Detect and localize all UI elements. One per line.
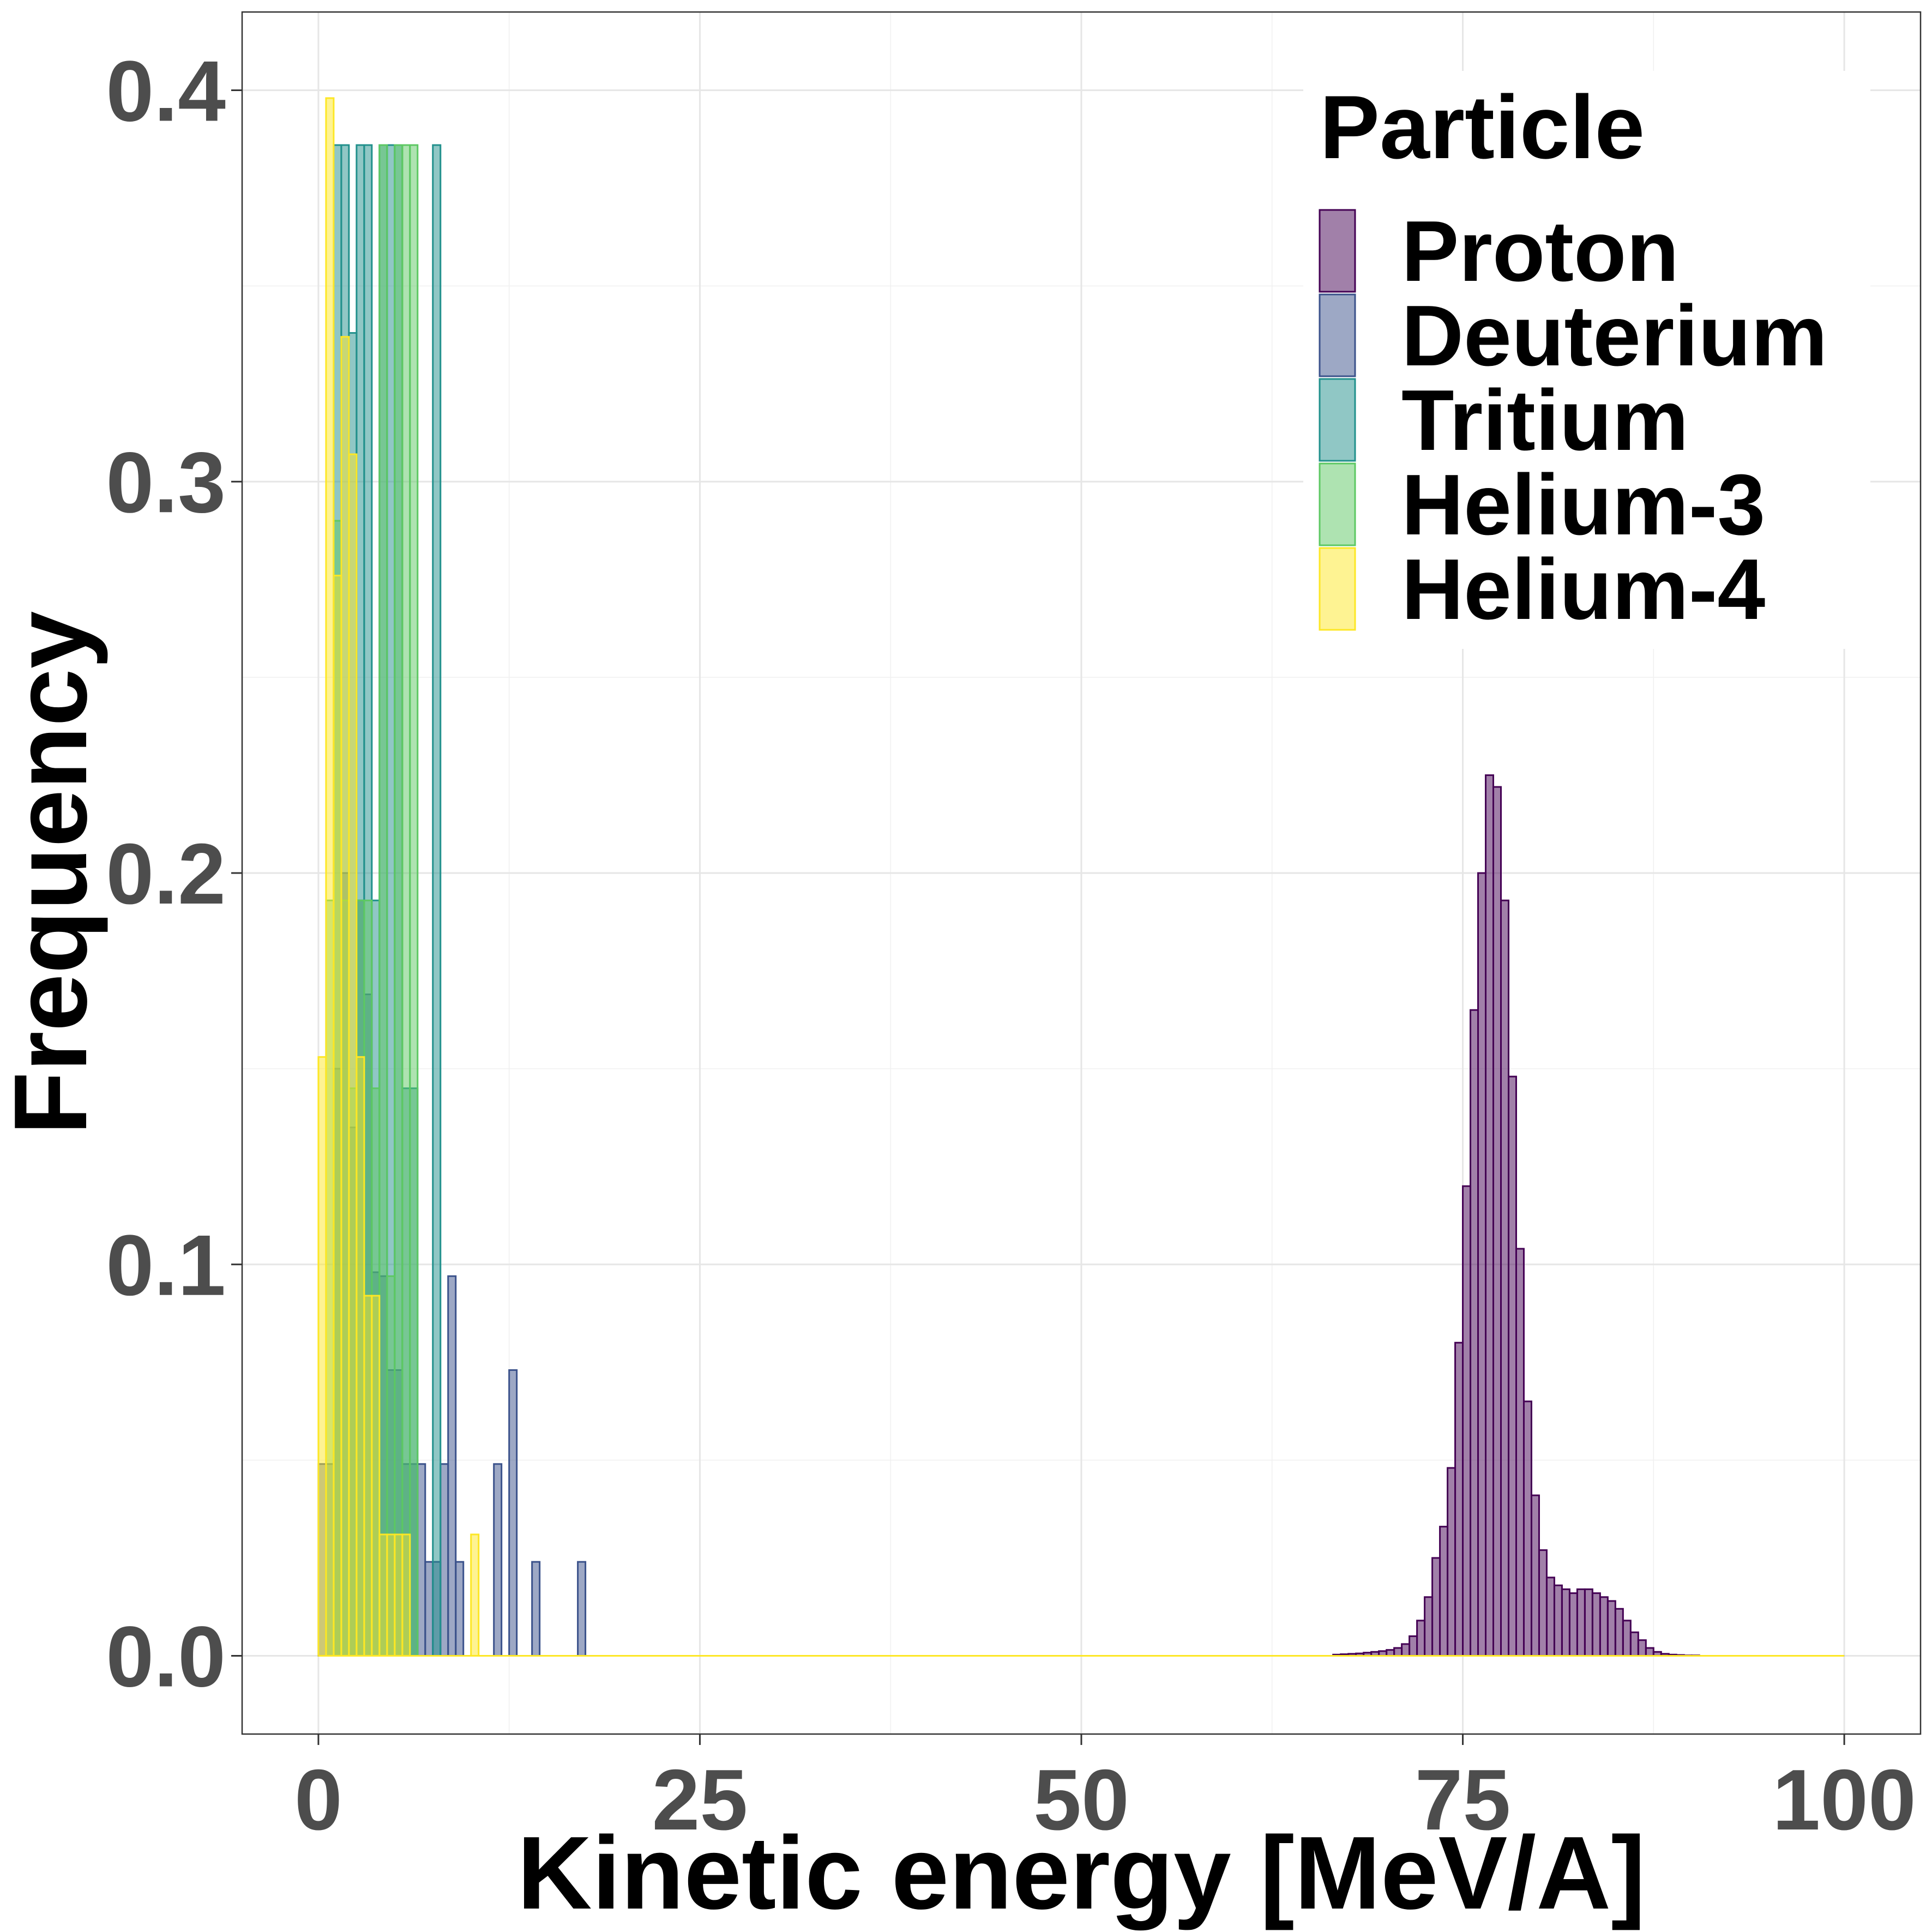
bar-helium-4 xyxy=(470,1533,480,1657)
legend-label: Tritium xyxy=(1401,372,1689,468)
legend-background xyxy=(1303,71,1870,649)
bar-proton xyxy=(1424,1596,1434,1657)
legend-item-helium-3: Helium-3 xyxy=(1319,457,1765,553)
legend-label: Proton xyxy=(1401,203,1679,299)
bar-helium-3 xyxy=(378,144,388,1657)
bar-tritium xyxy=(432,144,442,1657)
bar-helium-4 xyxy=(317,1056,327,1657)
bar-helium-4 xyxy=(378,1533,388,1657)
bar-proton xyxy=(1606,1600,1616,1657)
y-axis: 0.0 0.1 0.2 0.3 0.4 xyxy=(106,44,242,1705)
bar-proton xyxy=(1492,786,1502,1657)
bar-deuterium xyxy=(440,1463,449,1657)
bar-helium-4 xyxy=(333,575,342,1657)
bar-proton xyxy=(1507,1075,1517,1657)
bar-helium-4 xyxy=(325,97,335,1657)
bar-proton xyxy=(1545,1576,1555,1657)
bar-proton xyxy=(1622,1620,1632,1657)
bar-proton xyxy=(1614,1608,1624,1657)
histogram-bars xyxy=(317,97,1700,1657)
x-axis: 0 25 50 75 100 xyxy=(294,1734,1916,1848)
bar-deuterium xyxy=(455,1561,465,1657)
bar-helium-4 xyxy=(340,336,350,1657)
bar-helium-4 xyxy=(401,1533,411,1657)
bar-helium-3 xyxy=(409,144,419,1657)
y-tick-label: 0.4 xyxy=(106,44,226,140)
y-axis-title: Frequency xyxy=(0,611,109,1135)
x-tick-label: 100 xyxy=(1772,1752,1916,1848)
y-tick-label: 0.2 xyxy=(106,826,226,922)
y-tick-label: 0.0 xyxy=(106,1609,226,1705)
bar-deuterium xyxy=(447,1275,457,1657)
x-tick-label: 25 xyxy=(652,1752,748,1848)
bar-proton xyxy=(1477,872,1487,1657)
bar-proton xyxy=(1515,1248,1525,1657)
bar-proton xyxy=(1416,1620,1426,1657)
bar-proton xyxy=(1561,1588,1570,1657)
bar-helium-4 xyxy=(394,1533,404,1657)
bar-helium-4 xyxy=(371,1295,381,1657)
bar-deuterium xyxy=(493,1463,503,1657)
bar-proton xyxy=(1401,1643,1411,1657)
bar-proton xyxy=(1645,1647,1654,1657)
bar-proton xyxy=(1431,1557,1441,1657)
bar-proton xyxy=(1386,1649,1395,1657)
bar-deuterium xyxy=(417,1463,426,1657)
bar-proton xyxy=(1500,899,1509,1657)
bar-proton xyxy=(1599,1596,1609,1657)
bar-helium-4 xyxy=(386,1533,396,1657)
bar-proton xyxy=(1393,1647,1403,1657)
legend-key xyxy=(1319,293,1356,377)
bar-helium-3 xyxy=(401,144,411,1657)
bar-deuterium xyxy=(424,1561,434,1657)
bar-proton xyxy=(1447,1467,1456,1657)
legend-item-helium-4: Helium-4 xyxy=(1319,541,1765,637)
bar-proton xyxy=(1576,1588,1586,1657)
x-tick-label: 0 xyxy=(294,1752,342,1848)
legend-key xyxy=(1319,378,1356,462)
bar-proton xyxy=(1584,1588,1593,1657)
y-tick-label: 0.1 xyxy=(106,1218,226,1314)
bar-proton xyxy=(1439,1526,1449,1657)
bar-proton xyxy=(1591,1592,1601,1657)
legend: Particle ProtonDeuteriumTritiumHelium-3H… xyxy=(1303,71,1870,649)
legend-label: Helium-3 xyxy=(1401,457,1765,553)
legend-item-deuterium: Deuterium xyxy=(1319,288,1827,384)
bar-proton xyxy=(1530,1494,1540,1657)
bar-proton xyxy=(1485,774,1495,1657)
bar-deuterium xyxy=(577,1561,587,1657)
x-axis-title: Kinetic energy [MeV/A] xyxy=(517,1815,1645,1931)
x-tick-label: 50 xyxy=(1033,1752,1129,1848)
y-tick-label: 0.3 xyxy=(106,435,226,531)
bar-proton xyxy=(1522,1400,1532,1657)
bar-proton xyxy=(1538,1549,1548,1657)
legend-key xyxy=(1319,462,1356,546)
bar-helium-4 xyxy=(348,453,358,1657)
bar-proton xyxy=(1629,1631,1639,1657)
bar-proton xyxy=(1568,1592,1578,1657)
bar-proton xyxy=(1470,1009,1479,1657)
bar-helium-4 xyxy=(356,1056,365,1657)
bar-deuterium xyxy=(531,1561,541,1657)
bar-proton xyxy=(1454,1341,1464,1657)
bar-proton xyxy=(1462,1185,1472,1657)
bar-proton xyxy=(1553,1584,1563,1657)
bar-helium-4 xyxy=(363,1295,373,1657)
bar-helium-3 xyxy=(394,144,404,1657)
x-tick-label: 75 xyxy=(1415,1752,1511,1848)
legend-item-proton: Proton xyxy=(1319,203,1679,299)
legend-key xyxy=(1319,547,1356,631)
legend-key xyxy=(1319,209,1356,293)
legend-title: Particle xyxy=(1320,77,1645,177)
legend-item-tritium: Tritium xyxy=(1319,372,1689,468)
bar-deuterium xyxy=(508,1369,518,1657)
legend-label: Helium-4 xyxy=(1401,541,1765,637)
bar-proton xyxy=(1637,1639,1647,1657)
bar-proton xyxy=(1409,1635,1418,1657)
legend-label: Deuterium xyxy=(1401,288,1827,384)
